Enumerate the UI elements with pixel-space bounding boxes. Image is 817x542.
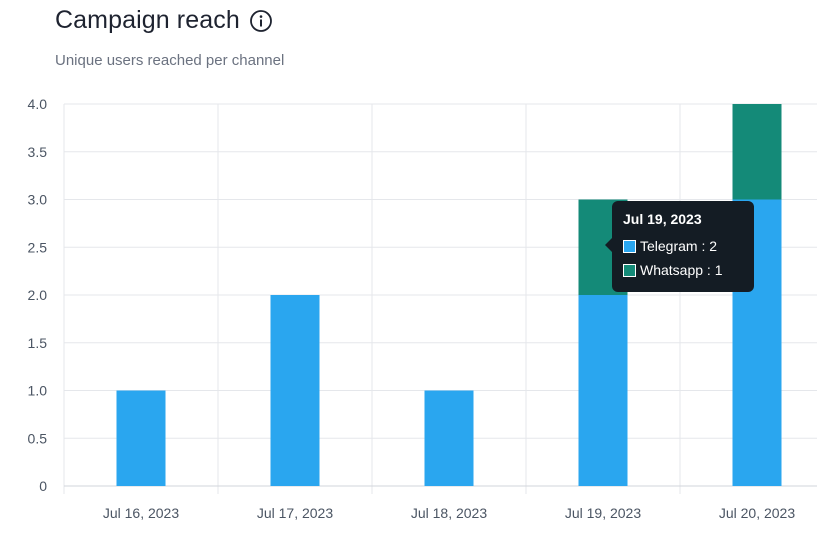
y-tick-label: 1.5 bbox=[28, 335, 48, 351]
tooltip-row-telegram: Telegram : 2 bbox=[623, 234, 744, 258]
y-tick-label: 3.0 bbox=[28, 192, 48, 208]
bar-whatsapp[interactable] bbox=[732, 104, 782, 200]
tooltip-telegram-value: Telegram : 2 bbox=[640, 238, 718, 254]
y-tick-label: 0 bbox=[39, 478, 47, 494]
y-axis-ticks: 0 0.5 1.0 1.5 2.0 2.5 3.0 3.5 4.0 bbox=[28, 96, 48, 494]
x-tick-label: Jul 20, 2023 bbox=[719, 505, 795, 521]
bar-telegram[interactable] bbox=[578, 295, 628, 486]
tooltip-title: Jul 19, 2023 bbox=[623, 211, 702, 227]
chart-subtitle: Unique users reached per channel bbox=[55, 52, 285, 69]
bar-telegram[interactable] bbox=[116, 390, 166, 487]
y-tick-label: 4.0 bbox=[28, 96, 48, 112]
bar-telegram[interactable] bbox=[424, 390, 474, 487]
y-tick-label: 0.5 bbox=[28, 430, 48, 446]
x-tick-label: Jul 18, 2023 bbox=[411, 505, 487, 521]
x-tick-label: Jul 16, 2023 bbox=[103, 505, 179, 521]
chart-tooltip: Jul 19, 2023 Telegram : 2 Whatsapp : 1 bbox=[605, 201, 754, 292]
chart-header: Campaign reach bbox=[55, 6, 273, 35]
y-tick-label: 3.5 bbox=[28, 144, 48, 160]
tooltip-whatsapp-value: Whatsapp : 1 bbox=[640, 262, 723, 278]
x-axis-ticks: Jul 16, 2023 Jul 17, 2023 Jul 18, 2023 Jul … bbox=[103, 505, 795, 521]
y-tick-label: 1.0 bbox=[28, 383, 48, 399]
info-icon[interactable] bbox=[249, 9, 273, 33]
y-tick-label: 2.0 bbox=[28, 287, 48, 303]
tooltip-row-whatsapp: Whatsapp : 1 bbox=[623, 258, 744, 282]
telegram-swatch bbox=[623, 239, 636, 253]
whatsapp-swatch bbox=[623, 263, 636, 277]
bar-telegram[interactable] bbox=[270, 295, 320, 486]
y-tick-label: 2.5 bbox=[28, 239, 48, 255]
x-tick-label: Jul 19, 2023 bbox=[565, 505, 641, 521]
chart-title: Campaign reach bbox=[55, 6, 240, 34]
x-tick-label: Jul 17, 2023 bbox=[257, 505, 333, 521]
